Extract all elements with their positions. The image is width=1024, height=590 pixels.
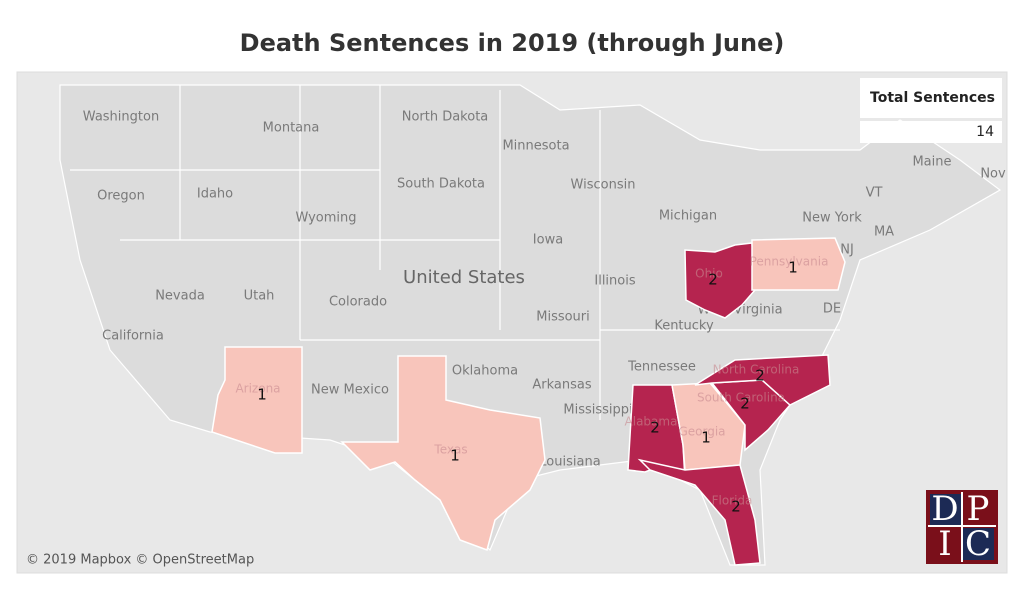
map-label: Louisiana: [539, 455, 600, 470]
map-label: Montana: [263, 121, 320, 136]
state-region: [694, 354, 831, 406]
logo-letter: D: [931, 489, 958, 529]
state-value: 2: [731, 498, 741, 516]
state-region: [637, 458, 761, 566]
map-label: Wisconsin: [571, 178, 636, 193]
map-label: Kentucky: [654, 319, 714, 334]
map-label: South Dakota: [397, 177, 485, 192]
map-label: California: [102, 329, 164, 344]
state-region: [684, 242, 756, 319]
state-name: Alabama: [625, 415, 678, 429]
map-label: Colorado: [329, 295, 387, 310]
legend-value-box: [860, 121, 1002, 143]
attribution: © 2019 Mapbox © OpenStreetMap: [26, 553, 254, 568]
state-name: Florida: [712, 494, 753, 508]
map-label: New Mexico: [311, 383, 389, 398]
state-value: 1: [450, 447, 460, 465]
state-value: 1: [788, 259, 798, 277]
map-label: Missouri: [536, 310, 590, 325]
map-label: Oregon: [97, 189, 145, 204]
state-region: [211, 346, 303, 454]
map-label: MA: [874, 225, 894, 240]
state-name: Georgia: [678, 425, 725, 439]
map-label: Michigan: [659, 209, 717, 224]
state-name: Pennsylvania: [750, 255, 829, 269]
map-label: Idaho: [197, 187, 233, 202]
map-label: DE: [823, 302, 841, 317]
state-value: 2: [740, 395, 750, 413]
state-value: 2: [708, 271, 718, 289]
map-label: NJ: [840, 243, 854, 258]
map-label: VT: [866, 186, 883, 201]
map-labels: Washington Montana North Dakota Minnesota Or…: [83, 110, 1006, 470]
state-region: [751, 237, 846, 291]
state-value: 2: [650, 419, 660, 437]
map-label: Minnesota: [502, 139, 569, 154]
states: Ohio2Pennsylvania1Arizona1Texas1Alabama2…: [211, 237, 846, 566]
logo: [926, 490, 998, 564]
logo-letter: I: [938, 524, 951, 564]
map-label: Tennessee: [627, 360, 696, 375]
title: Death Sentences in 2019 (through June): [240, 29, 785, 57]
logo-letter: P: [967, 489, 990, 529]
state-name: Arizona: [235, 382, 280, 396]
state-name: Ohio: [695, 267, 723, 281]
map-label: United States: [403, 267, 525, 288]
legend-box: [860, 78, 1002, 118]
map-label: Utah: [244, 289, 275, 304]
map-label: New York: [802, 211, 862, 226]
legend-title: Total Sentences: [870, 90, 995, 106]
state-value: 1: [701, 429, 711, 447]
map-label: Iowa: [533, 233, 563, 248]
logo-letter: C: [965, 524, 991, 564]
map-label: Arkansas: [532, 378, 591, 393]
state-region: [340, 355, 546, 551]
map-label: Oklahoma: [452, 364, 518, 379]
map-label: Wyoming: [295, 211, 356, 226]
legend-value: 14: [976, 124, 994, 140]
state-value: 2: [755, 367, 765, 385]
map-label: Nevada: [155, 289, 205, 304]
map-label: Illinois: [594, 274, 635, 289]
map-label: Mississippi: [563, 403, 632, 418]
map-label: Maine: [912, 155, 951, 170]
map-label: North Dakota: [402, 110, 489, 125]
map-label: Washington: [83, 110, 159, 125]
state-name: North Carolina: [713, 363, 800, 377]
state-name: South Carolina: [697, 391, 785, 405]
state-name: Texas: [433, 443, 467, 457]
map-label: Nov: [980, 167, 1006, 182]
state-value: 1: [257, 386, 267, 404]
